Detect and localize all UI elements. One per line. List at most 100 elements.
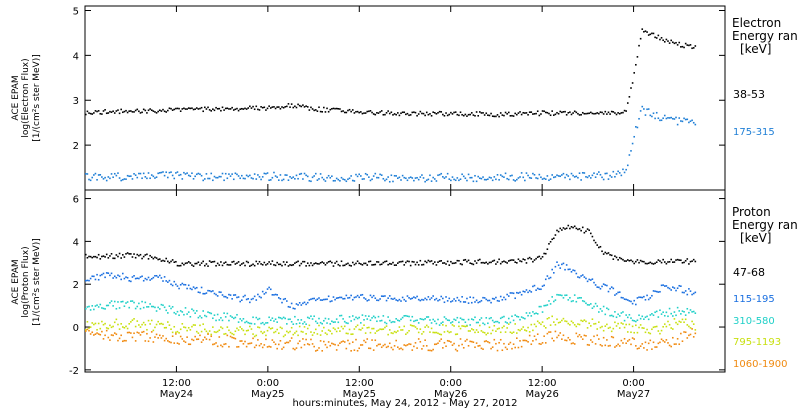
proton-data-point	[401, 260, 404, 263]
proton-data-point	[524, 339, 526, 342]
proton-data-point	[247, 342, 250, 345]
proton-data-point	[273, 320, 275, 322]
proton-data-point	[440, 338, 443, 340]
electron-data-point	[662, 117, 664, 120]
proton-data-point	[575, 227, 578, 230]
proton-data-point	[142, 330, 145, 333]
electron-data-point	[406, 112, 409, 115]
proton-data-point	[163, 326, 166, 329]
electron-data-point	[646, 31, 648, 33]
proton-data-point	[395, 299, 397, 301]
proton-data-point	[245, 320, 248, 323]
proton-data-point	[615, 256, 618, 259]
proton-data-point	[552, 339, 555, 342]
electron-data-point	[187, 107, 190, 109]
proton-data-point	[136, 305, 139, 308]
proton-data-point	[232, 260, 235, 263]
electron-data-point	[324, 180, 327, 182]
proton-data-point	[279, 326, 282, 329]
proton-data-point	[562, 297, 565, 299]
electron-data-point	[361, 178, 364, 180]
proton-data-point	[612, 258, 615, 260]
proton-data-point	[432, 262, 434, 265]
electron-data-point	[295, 106, 298, 109]
proton-data-point	[586, 280, 589, 283]
electron-data-point	[511, 174, 513, 177]
proton-data-point	[589, 279, 592, 281]
proton-data-point	[321, 350, 324, 352]
proton-data-point	[432, 348, 434, 351]
electron-data-point	[269, 107, 272, 109]
proton-data-point	[212, 343, 214, 346]
proton-data-point	[99, 303, 102, 306]
proton-data-point	[279, 317, 282, 319]
electron-data-point	[403, 176, 406, 179]
proton-data-point	[522, 317, 525, 319]
proton-data-point	[409, 298, 412, 300]
electron-data-point	[355, 173, 357, 176]
electron-data-point	[620, 112, 623, 114]
proton-data-point	[541, 321, 544, 323]
proton-data-point	[663, 323, 666, 325]
proton-data-point	[596, 244, 599, 246]
proton-data-point	[212, 326, 214, 328]
proton-data-point	[437, 318, 439, 321]
proton-data-point	[308, 343, 311, 346]
electron-data-point	[343, 178, 346, 181]
electron-data-point	[181, 108, 184, 110]
electron-data-point	[689, 120, 692, 123]
proton-data-point	[176, 310, 179, 313]
electron-data-point	[646, 108, 648, 111]
proton-data-point	[228, 264, 230, 266]
electron-data-point	[234, 108, 237, 111]
proton-data-point	[147, 340, 150, 343]
electron-data-point	[104, 108, 106, 111]
proton-data-point	[258, 260, 261, 263]
proton-data-point	[356, 294, 359, 297]
proton-data-point	[498, 341, 500, 344]
electron-data-point	[522, 176, 525, 179]
electron-data-point	[631, 142, 634, 145]
electron-data-point	[456, 177, 459, 179]
proton-data-point	[257, 318, 259, 321]
electron-data-point	[215, 106, 217, 109]
proton-data-point	[224, 295, 227, 298]
proton-data-point	[141, 323, 143, 326]
electron-data-point	[533, 173, 536, 176]
proton-data-point	[546, 304, 549, 306]
proton-data-point	[487, 299, 489, 302]
proton-data-point	[163, 339, 166, 342]
proton-data-point	[662, 284, 664, 286]
electron-data-point	[173, 177, 176, 180]
proton-data-point	[649, 332, 652, 335]
proton-data-point	[368, 315, 370, 318]
proton-data-point	[530, 343, 533, 346]
proton-data-point	[261, 263, 264, 266]
electron-data-point	[475, 180, 478, 183]
proton-data-point	[507, 295, 510, 297]
proton-data-point	[263, 323, 266, 326]
electron-data-point	[520, 113, 523, 116]
proton-data-point	[483, 331, 486, 334]
electron-data-point	[651, 115, 653, 118]
proton-data-point	[364, 298, 367, 300]
proton-data-point	[678, 320, 681, 323]
electron-data-point	[376, 176, 378, 179]
electron-data-point	[581, 171, 584, 174]
electron-data-point	[668, 42, 671, 44]
electron-data-point	[369, 110, 372, 112]
proton-data-point	[467, 344, 470, 347]
proton-data-point	[128, 306, 131, 309]
proton-data-point	[456, 296, 459, 299]
proton-data-point	[134, 340, 137, 342]
proton-data-point	[453, 262, 455, 265]
proton-data-point	[250, 342, 253, 344]
proton-data-point	[673, 318, 676, 320]
proton-ylabel-line1: ACE EPAM	[11, 259, 21, 304]
proton-data-point	[141, 257, 143, 260]
proton-data-point	[689, 309, 692, 311]
electron-data-point	[279, 174, 282, 176]
proton-data-point	[596, 305, 599, 307]
proton-data-point	[300, 304, 303, 306]
electron-data-point	[395, 175, 397, 177]
